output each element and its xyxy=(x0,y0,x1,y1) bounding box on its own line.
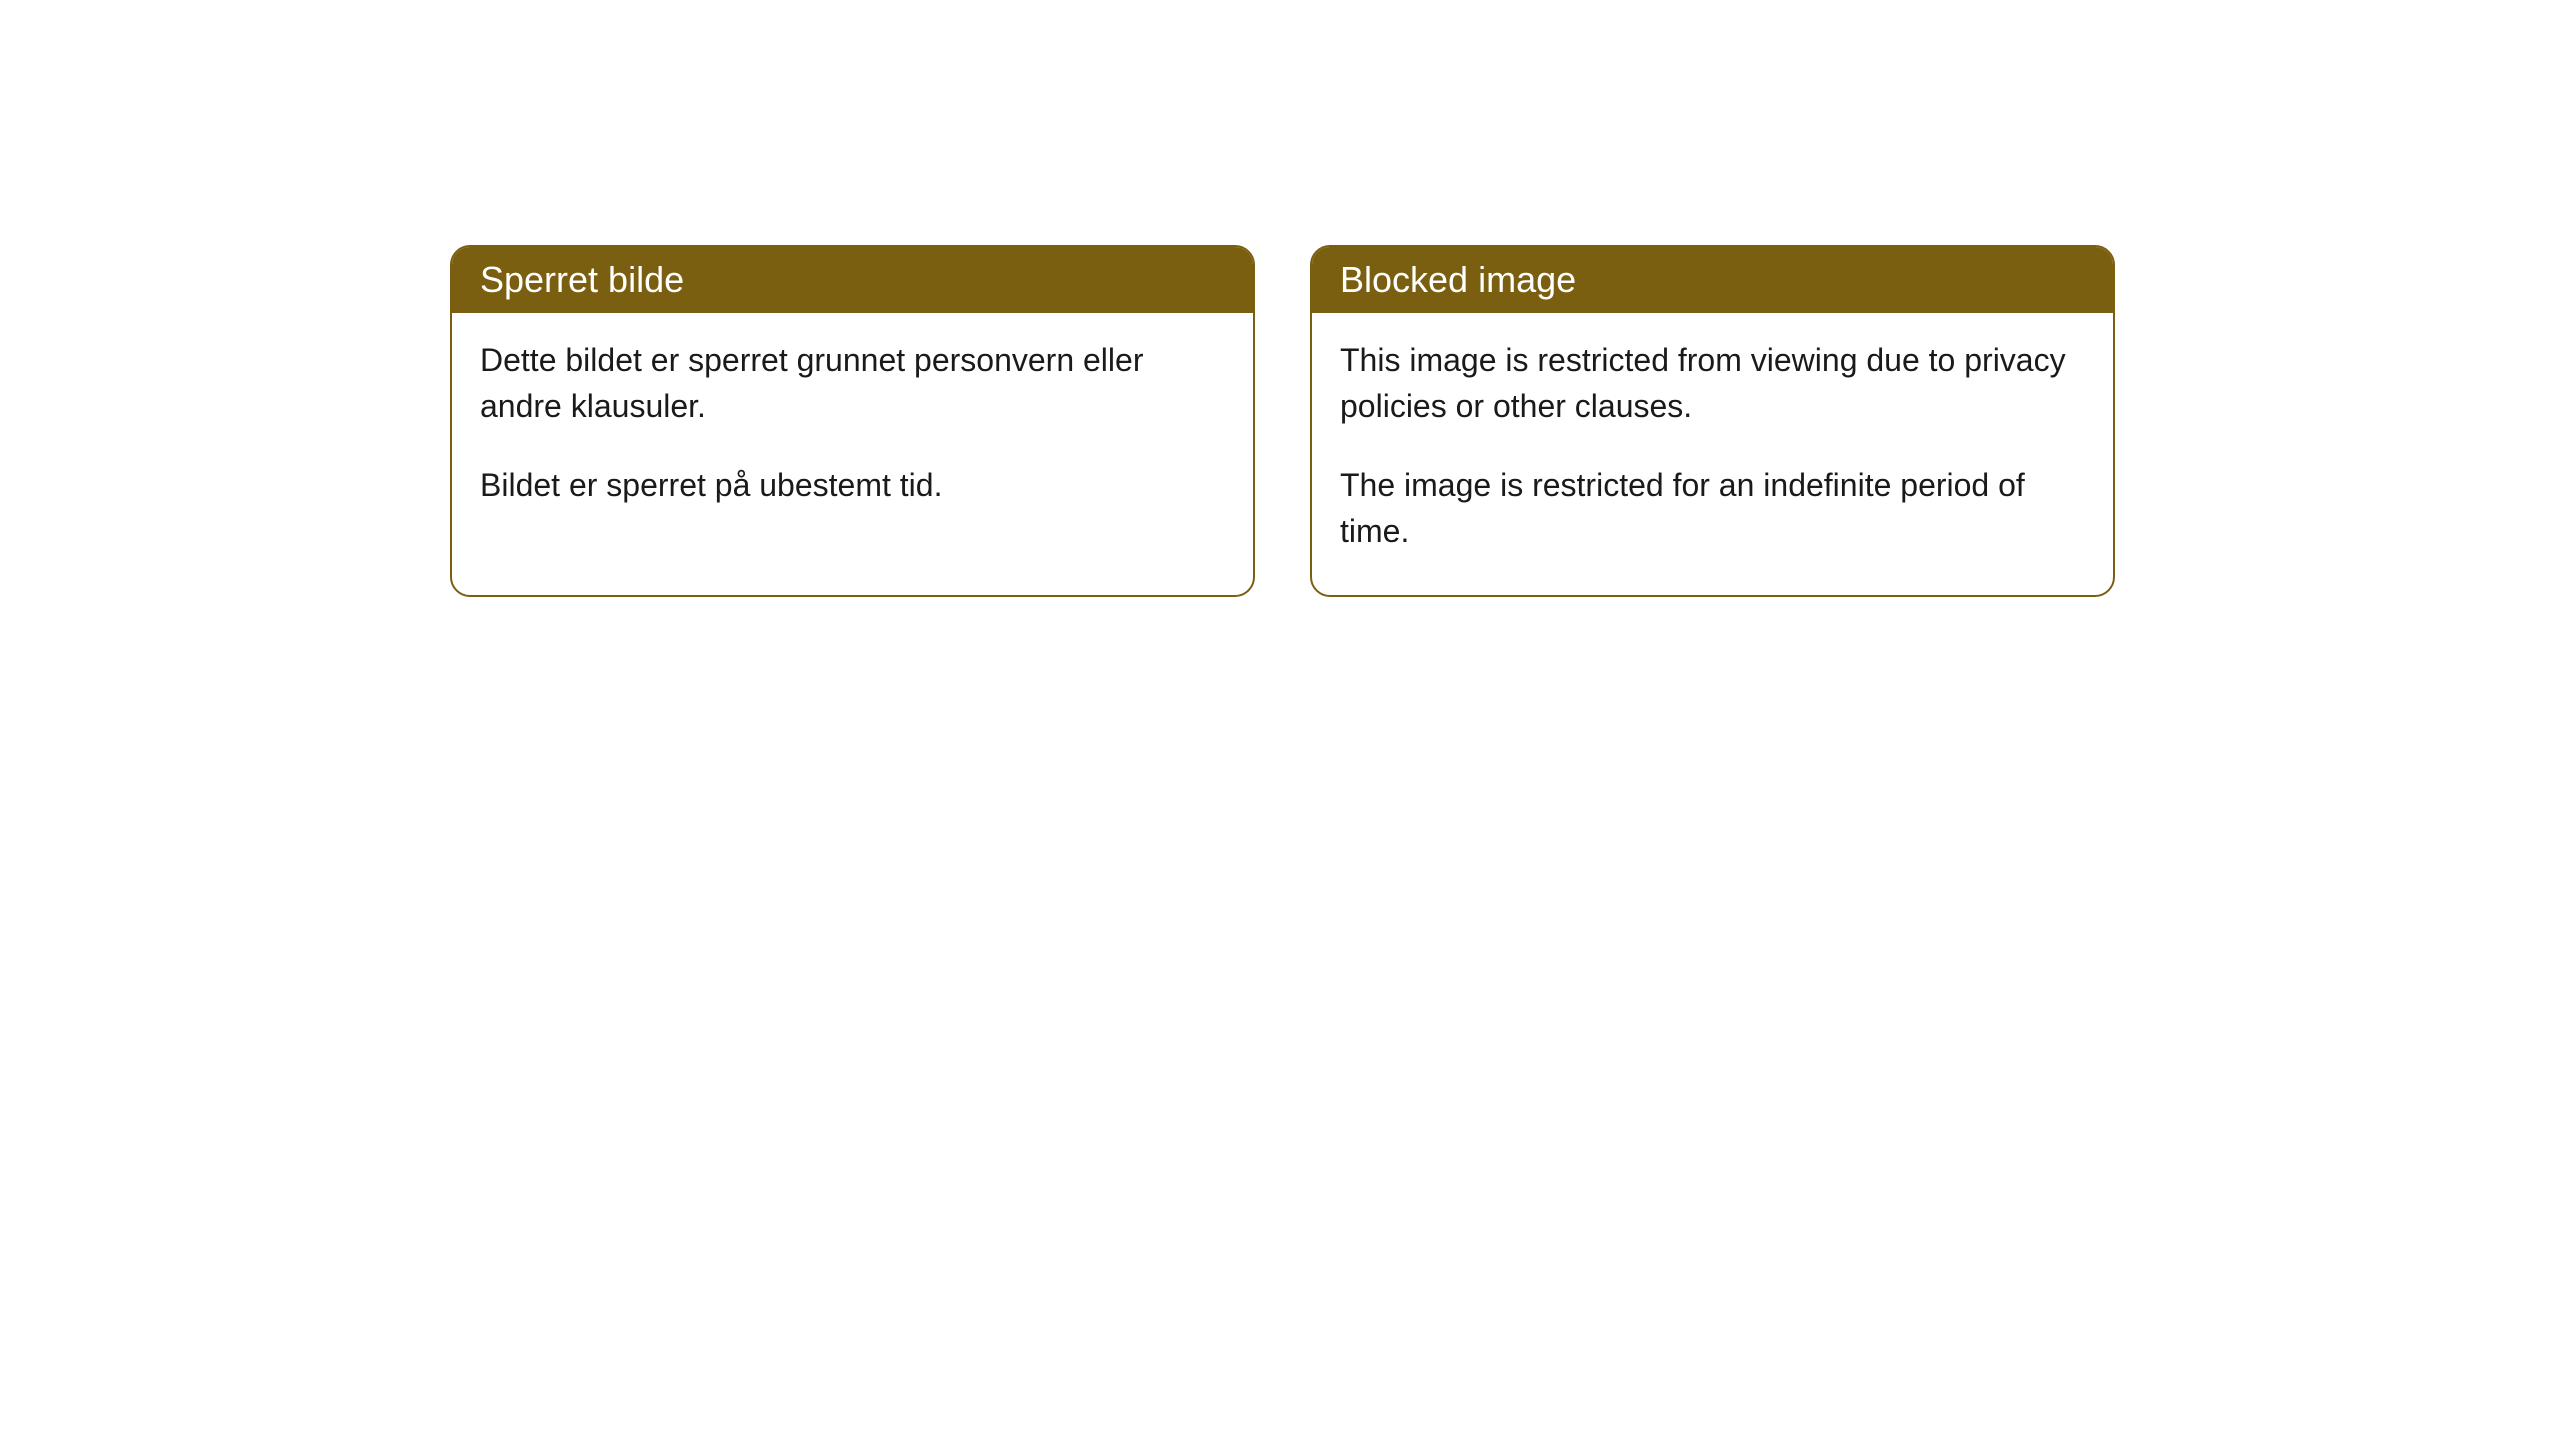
blocked-image-card-norwegian: Sperret bilde Dette bildet er sperret gr… xyxy=(450,245,1255,597)
blocked-image-card-english: Blocked image This image is restricted f… xyxy=(1310,245,2115,597)
notice-container: Sperret bilde Dette bildet er sperret gr… xyxy=(0,0,2560,597)
card-body: Dette bildet er sperret grunnet personve… xyxy=(452,313,1253,548)
card-title: Sperret bilde xyxy=(480,259,684,300)
card-header: Blocked image xyxy=(1312,247,2113,313)
card-body: This image is restricted from viewing du… xyxy=(1312,313,2113,595)
card-header: Sperret bilde xyxy=(452,247,1253,313)
card-paragraph-2: Bildet er sperret på ubestemt tid. xyxy=(480,462,1225,508)
card-title: Blocked image xyxy=(1340,259,1576,300)
card-paragraph-1: Dette bildet er sperret grunnet personve… xyxy=(480,337,1225,430)
card-paragraph-1: This image is restricted from viewing du… xyxy=(1340,337,2085,430)
card-paragraph-2: The image is restricted for an indefinit… xyxy=(1340,462,2085,555)
